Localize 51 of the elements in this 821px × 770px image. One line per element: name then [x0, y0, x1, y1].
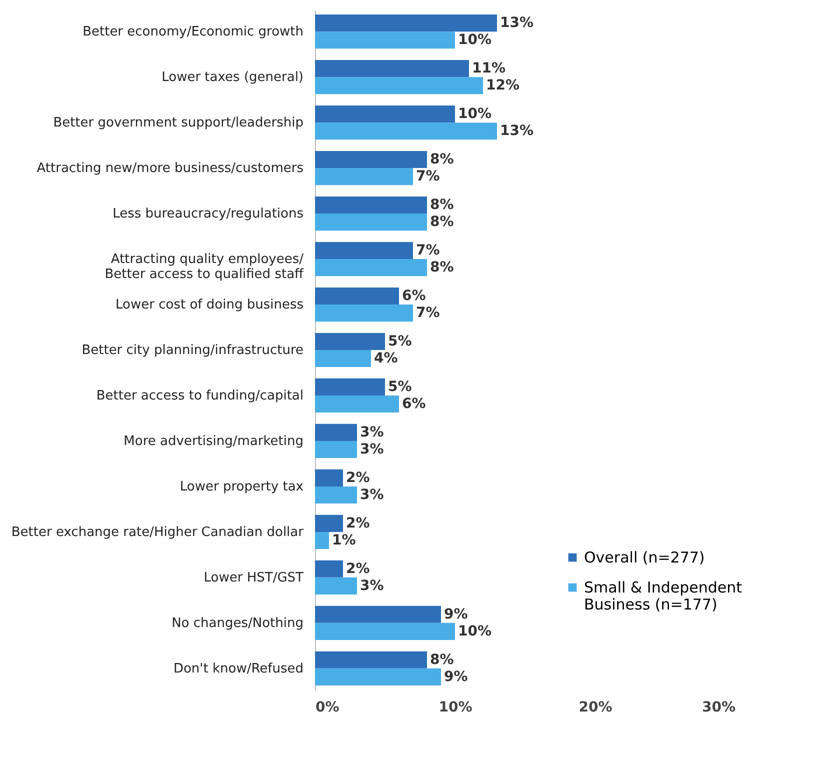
- data-label: 1%: [332, 532, 356, 548]
- x-tick-label: 20%: [578, 700, 612, 716]
- data-label: 10%: [458, 623, 492, 640]
- y-tick-label: Better access to funding/capital: [96, 388, 304, 404]
- data-label: 8%: [430, 652, 454, 668]
- legend-label: Small & Independent Business (n=177): [584, 578, 742, 614]
- data-label: 8%: [430, 260, 454, 276]
- data-label: 2%: [346, 470, 370, 486]
- data-label: 2%: [346, 560, 370, 577]
- data-label: 12%: [486, 78, 520, 94]
- x-tick-label: 0%: [316, 700, 340, 716]
- data-label: 13%: [500, 15, 534, 32]
- y-tick-label: Better government support/leadership: [53, 116, 304, 131]
- data-label: 8%: [430, 197, 454, 214]
- y-tick-label: Attracting quality employees/ Better access to qualified staff: [104, 252, 305, 282]
- data-label: 8%: [430, 214, 454, 230]
- data-label: 7%: [416, 242, 440, 258]
- data-label: 11%: [472, 60, 506, 77]
- data-label: 5%: [388, 378, 412, 395]
- data-label: 10%: [458, 32, 492, 48]
- y-tick-label: Better economy/Economic growth: [82, 24, 304, 40]
- y-tick-label: Lower taxes (general): [162, 70, 304, 86]
- data-label: 6%: [402, 288, 426, 304]
- y-tick-label: Better exchange rate/Higher Canadian dollar: [11, 524, 304, 540]
- data-label: 6%: [402, 396, 426, 412]
- x-tick-label: 10%: [438, 700, 472, 716]
- y-tick-label: More advertising/marketing: [124, 434, 304, 449]
- y-tick-label: Lower cost of doing business: [116, 298, 304, 313]
- data-label: 7%: [416, 168, 440, 185]
- data-label: 3%: [360, 486, 384, 503]
- data-label: 2%: [346, 515, 370, 532]
- y-tick-label: Lower property tax: [180, 479, 304, 494]
- x-tick-label: 30%: [702, 700, 736, 716]
- y-tick-label: Attracting new/more business/customers: [36, 161, 304, 176]
- data-label: 9%: [444, 668, 468, 685]
- y-tick-label: Better city planning/infrastructure: [82, 343, 304, 358]
- data-label: 5%: [388, 333, 412, 350]
- y-tick-label: Less bureaucracy/regulations: [112, 206, 304, 222]
- data-label: 3%: [360, 442, 384, 458]
- y-tick-label: No changes/Nothing: [172, 616, 304, 631]
- data-label: 9%: [444, 606, 468, 622]
- data-label: 8%: [430, 152, 454, 168]
- data-label: 4%: [374, 350, 398, 367]
- data-label: 7%: [416, 305, 440, 322]
- y-tick-label: Don't know/Refused: [173, 661, 304, 676]
- data-label: 3%: [360, 578, 384, 594]
- data-label: 13%: [500, 123, 534, 140]
- data-label: 10%: [458, 106, 492, 122]
- y-tick-label: Lower HST/GST: [204, 570, 304, 586]
- data-label: 3%: [360, 424, 384, 440]
- legend-label: Overall (n=277): [584, 548, 705, 566]
